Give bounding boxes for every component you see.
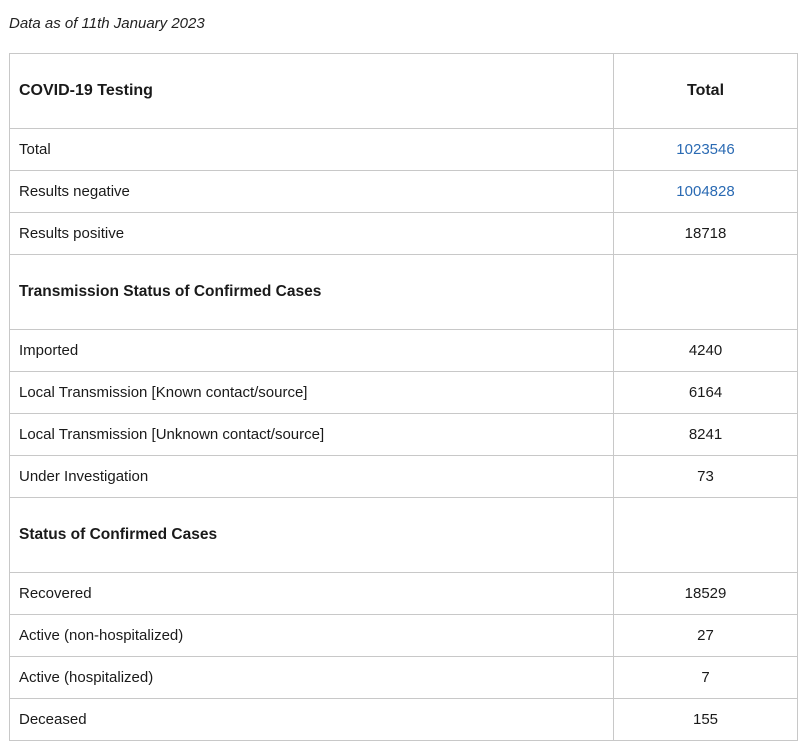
negative-results-link[interactable]: 1004828 (676, 183, 735, 200)
row-value: 18529 (613, 572, 798, 615)
table-row: Results positive 18718 (9, 212, 798, 255)
section-title-transmission: Transmission Status of Confirmed Cases (9, 254, 614, 330)
row-value: 8241 (613, 413, 798, 456)
data-date-note: Data as of 11th January 2023 (9, 15, 205, 32)
row-label: Results positive (9, 212, 614, 255)
section-empty-cell (613, 497, 798, 573)
table-row: Local Transmission [Unknown contact/sour… (9, 413, 798, 456)
section-header-row: Transmission Status of Confirmed Cases (9, 254, 798, 330)
row-value: 1004828 (613, 170, 798, 213)
row-label: Imported (9, 329, 614, 372)
table-row: Local Transmission [Known contact/source… (9, 371, 798, 414)
row-label: Total (9, 128, 614, 171)
section-header-row: Status of Confirmed Cases (9, 497, 798, 573)
table-row: Deceased 155 (9, 698, 798, 741)
row-label: Recovered (9, 572, 614, 615)
row-value: 27 (613, 614, 798, 657)
row-label: Local Transmission [Unknown contact/sour… (9, 413, 614, 456)
header-testing-label: COVID-19 Testing (9, 53, 614, 129)
row-value: 155 (613, 698, 798, 741)
table-row: Active (hospitalized) 7 (9, 656, 798, 699)
row-label: Under Investigation (9, 455, 614, 498)
row-value: 18718 (613, 212, 798, 255)
section-title-status: Status of Confirmed Cases (9, 497, 614, 573)
total-tests-link[interactable]: 1023546 (676, 141, 735, 158)
row-label: Active (hospitalized) (9, 656, 614, 699)
table-row: Recovered 18529 (9, 572, 798, 615)
table-header-row: COVID-19 Testing Total (9, 53, 798, 129)
row-label: Active (non-hospitalized) (9, 614, 614, 657)
row-label: Deceased (9, 698, 614, 741)
row-value: 6164 (613, 371, 798, 414)
row-value: 1023546 (613, 128, 798, 171)
table-row: Active (non-hospitalized) 27 (9, 614, 798, 657)
table-row: Imported 4240 (9, 329, 798, 372)
covid-stats-table: COVID-19 Testing Total Total 1023546 Res… (9, 53, 798, 741)
row-label: Local Transmission [Known contact/source… (9, 371, 614, 414)
row-value: 73 (613, 455, 798, 498)
section-empty-cell (613, 254, 798, 330)
row-label: Results negative (9, 170, 614, 213)
table-row: Total 1023546 (9, 128, 798, 171)
row-value: 7 (613, 656, 798, 699)
table-row: Under Investigation 73 (9, 455, 798, 498)
row-value: 4240 (613, 329, 798, 372)
table-row: Results negative 1004828 (9, 170, 798, 213)
header-total-label: Total (613, 53, 798, 129)
